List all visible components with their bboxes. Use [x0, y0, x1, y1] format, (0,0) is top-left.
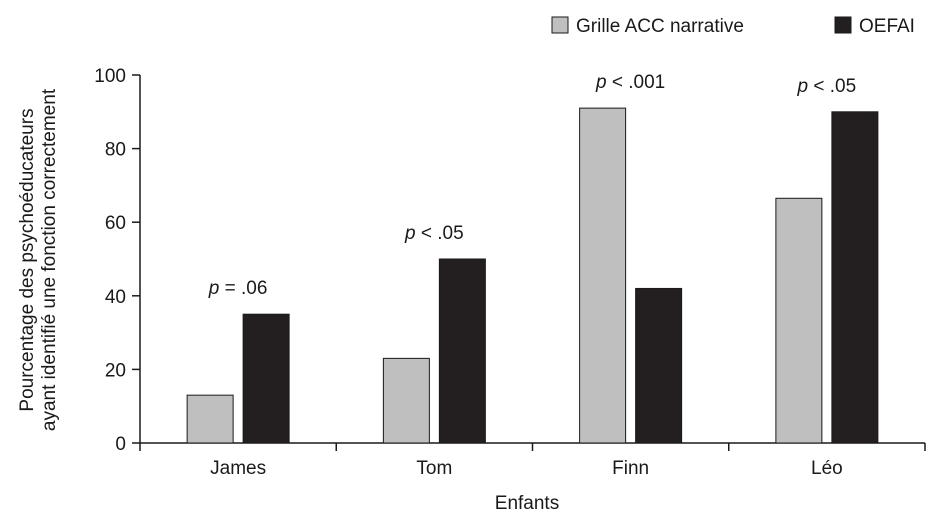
y-tick-label: 100 [94, 66, 126, 87]
p-value-annotation: p < .05 [797, 76, 857, 97]
legend-swatch-series-2 [834, 16, 852, 34]
legend-label-series-1: Grille ACC narrative [576, 16, 744, 37]
x-category-label: Finn [612, 458, 649, 479]
x-axis-title: Enfants [495, 493, 559, 514]
p-value-annotation: p < .001 [595, 72, 665, 93]
bar-grille-acc-1 [382, 357, 430, 444]
bar-grille-acc-3 [775, 197, 823, 444]
x-axis-ticks: James Tom Finn Léo [139, 443, 926, 479]
x-category-label: Tom [416, 458, 452, 479]
p-value-annotation: p < .05 [404, 223, 464, 244]
y-axis-title: Pourcentage des psychoéducateurs ayant i… [17, 88, 60, 431]
legend-swatch-series-1 [551, 16, 569, 34]
y-tick-label: 80 [105, 140, 126, 161]
bars [186, 107, 879, 444]
y-axis-title-line-1: Pourcentage des psychoéducateurs [17, 108, 38, 411]
y-tick-label: 20 [105, 360, 126, 381]
legend: Grille ACC narrative OEFAI [551, 16, 915, 37]
y-tick-label: 60 [105, 213, 126, 234]
bar-oefai-1 [438, 258, 486, 444]
bar-oefai-0 [242, 313, 290, 444]
bar-grille-acc-2 [579, 107, 627, 444]
bar-grille-acc-0 [186, 394, 234, 444]
significance-annotations: p = .06 p < .05 p < .001 p < .05 [208, 72, 856, 299]
bar-oefai-3 [831, 111, 879, 444]
y-tick-label: 40 [105, 287, 126, 308]
legend-label-series-2: OEFAI [859, 16, 915, 37]
x-category-label: James [210, 458, 266, 479]
y-axis-ticks: 0 20 40 60 80 100 [94, 66, 140, 455]
y-tick-label: 0 [115, 434, 126, 455]
p-value-annotation: p = .06 [208, 278, 268, 299]
x-category-label: Léo [811, 458, 843, 479]
bar-oefai-2 [635, 287, 683, 444]
y-axis-title-line-2: ayant identifié une fonction correctemen… [39, 88, 60, 431]
